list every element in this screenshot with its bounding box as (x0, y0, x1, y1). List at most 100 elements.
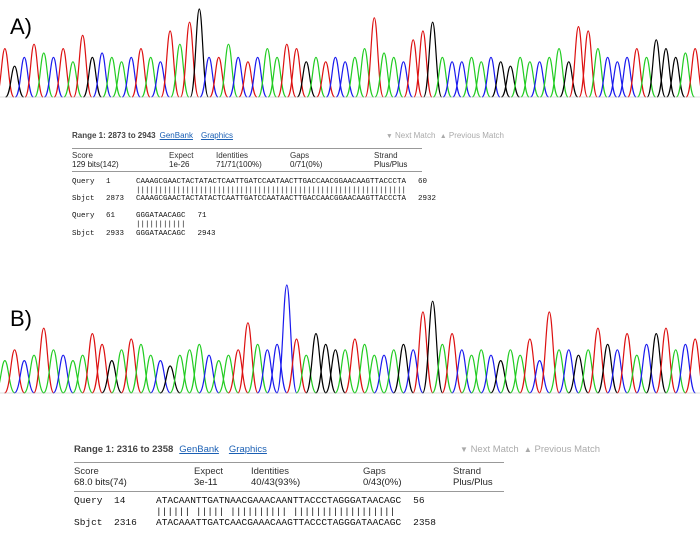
row-label: Query (72, 178, 95, 186)
stat-identities: 40/43(93%) (251, 477, 301, 488)
row-label: Sbjct (74, 517, 103, 528)
trace-peak-G (490, 359, 512, 394)
range-header: Range 1: 2316 to 2358 GenBank Graphics (74, 444, 600, 455)
next-match-link[interactable]: Next Match (470, 444, 519, 455)
trace-peak-A (354, 47, 375, 98)
stat-expect: 1e-26 (169, 160, 190, 169)
next-match-link[interactable]: Next Match (394, 131, 436, 140)
trace-peak-T (81, 332, 103, 394)
trace-peak-T (131, 47, 151, 98)
trace-peak-G (305, 332, 327, 394)
row-end: 71 (197, 212, 207, 221)
trace-peak-A (218, 43, 239, 98)
trace-peak-T (33, 327, 55, 394)
trace-peak-C (248, 56, 268, 98)
trace-peak-C (335, 61, 355, 98)
row-sequence: ATACAANTTGATNAACGAAACAANTTACCCTAGGGATAAC… (156, 495, 402, 506)
row-start: 2873 (106, 195, 125, 204)
trace-peak-T (285, 338, 308, 394)
range-header: Range 1: 2873 to 2943 GenBank Graphics (72, 131, 504, 140)
trace-peak-A (295, 354, 317, 394)
stat-header-expect: Expect (169, 151, 194, 160)
row-sequence: GGGATAACAGC (136, 212, 186, 221)
trace-peak-A (141, 56, 161, 98)
trace-peak-T (616, 332, 638, 394)
row-label (74, 506, 114, 517)
row-start (106, 187, 136, 196)
graphics-link[interactable]: Graphics (200, 131, 233, 140)
trace-peak-A (461, 56, 482, 98)
row-end (198, 221, 203, 230)
previous-match-link[interactable]: Previous Match (448, 131, 504, 140)
trace-peak-G (645, 332, 667, 394)
stats-table: Score Expect Identities Gaps Strand 68.0… (74, 462, 504, 492)
trace-peak-A (588, 47, 608, 98)
trace-peak-C (598, 56, 618, 98)
row-sequence: CAAAGCGAACTACTATACTCAATTGATCCAATAACTTGAC… (136, 178, 407, 186)
trace-peak-A (247, 343, 269, 394)
trace-peak-C (52, 354, 74, 394)
trace-peak-A (34, 52, 54, 98)
row-label: Sbjct (72, 195, 95, 204)
stat-score: 129 bits(142) (72, 160, 119, 169)
row-sequence: GGGATAACAGC (136, 229, 186, 238)
row-end (153, 204, 158, 213)
trace-peak-A (374, 52, 394, 98)
trace-peak-C (92, 52, 112, 98)
trace-peak-T (179, 21, 200, 98)
row-label: Query (72, 212, 95, 221)
trace-peak-G (315, 343, 337, 394)
trace-peak-A (675, 52, 696, 98)
row-label: Query (74, 495, 103, 506)
row-sequence: |||||| ||||| |||||||||| ||||||||||||||||… (156, 506, 396, 517)
row-sequence: ||||||||||| (136, 220, 186, 229)
genbank-link[interactable]: GenBank (179, 444, 219, 455)
trace-peak-A (169, 354, 191, 394)
trace-peak-C (121, 56, 141, 98)
trace-peak-C (402, 349, 424, 394)
stat-header-expect: Expect (194, 466, 224, 477)
trace-peak-G (666, 56, 686, 98)
row-start: 61 (106, 212, 116, 221)
trace-peak-A (178, 349, 201, 394)
stat-header-strand: Strand (453, 466, 481, 477)
trace-peak-A (130, 343, 152, 394)
stat-header-gaps: Gaps (290, 151, 310, 160)
trace-peak-A (0, 359, 16, 394)
row-start: 2316 (114, 517, 137, 528)
trace-peak-C (373, 354, 395, 394)
trace-peak-C (266, 343, 288, 394)
previous-match-link[interactable]: Previous Match (534, 444, 600, 455)
genbank-link[interactable]: GenBank (159, 131, 193, 140)
trace-peak-A (548, 349, 570, 394)
alignment-row (72, 204, 436, 213)
trace-peak-A (334, 349, 356, 394)
trace-peak-A (217, 354, 240, 394)
trace-peak-T (120, 338, 142, 394)
stat-header-gaps: Gaps (363, 466, 386, 477)
trace-peak-T (538, 311, 560, 394)
trace-peak-C (276, 284, 298, 394)
stat-strand: Plus/Plus (453, 477, 493, 488)
row-end: 2932 (418, 195, 437, 204)
row-start (106, 221, 136, 230)
down-triangle-icon: ▼ (459, 445, 468, 454)
trace-peak-C (325, 56, 346, 98)
trace-peak-T (578, 30, 598, 98)
alignment-row: ||||||||||||||||||||||||||||||||||||||||… (72, 187, 436, 196)
trace-peak-T (160, 30, 180, 98)
trace-peak-A (306, 56, 326, 98)
trace-peak-A (102, 56, 122, 98)
trace-peak-T (237, 322, 259, 394)
trace-peak-C (481, 56, 501, 98)
trace-peak-G (82, 56, 102, 98)
trace-peak-T (627, 47, 647, 98)
trace-peak-G (567, 354, 590, 394)
trace-peak-A (431, 343, 453, 394)
trace-peak-A (383, 349, 405, 394)
trace-peak-T (227, 349, 249, 394)
graphics-link[interactable]: Graphics (228, 444, 267, 455)
stats-table: Score Expect Identities Gaps Strand 129 … (72, 148, 422, 172)
row-end: 60 (418, 178, 428, 186)
trace-peak-A (267, 56, 287, 98)
